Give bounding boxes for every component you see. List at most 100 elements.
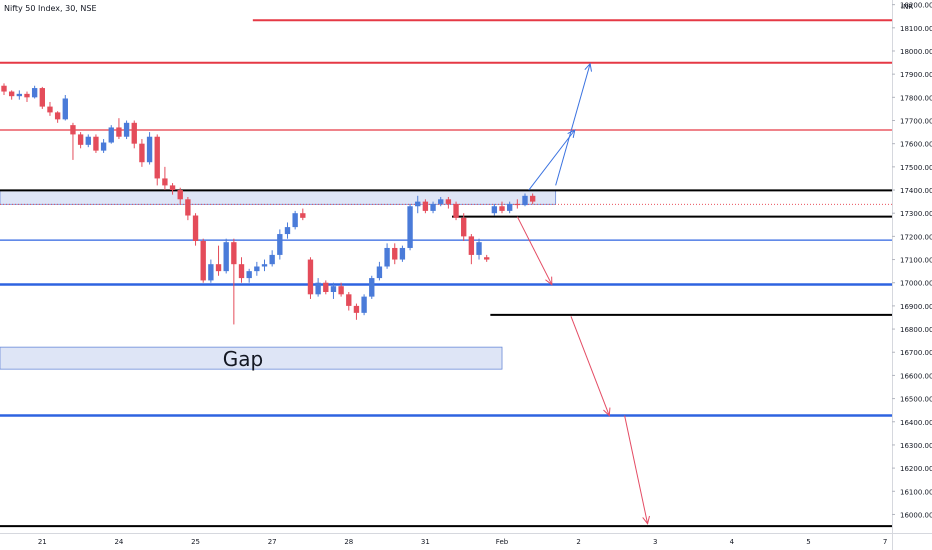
candles-layer bbox=[1, 83, 536, 325]
time-tick-label: 25 bbox=[191, 538, 200, 546]
candle-body[interactable] bbox=[39, 88, 45, 107]
candle-body[interactable] bbox=[300, 213, 306, 218]
candle-body[interactable] bbox=[223, 242, 229, 272]
candle-body[interactable] bbox=[16, 93, 23, 97]
candle-body[interactable] bbox=[116, 127, 122, 137]
price-tick-label: 18200.00 bbox=[900, 2, 932, 10]
candle-body[interactable] bbox=[484, 257, 490, 260]
candle-body[interactable] bbox=[1, 85, 7, 92]
time-tick-label: 28 bbox=[344, 538, 353, 546]
candle-body[interactable] bbox=[200, 241, 206, 281]
candle-body[interactable] bbox=[468, 236, 475, 255]
projection-arrow[interactable] bbox=[555, 63, 591, 186]
price-tick-label: 16900.00 bbox=[900, 303, 932, 311]
candle-body[interactable] bbox=[169, 185, 176, 191]
arrow-head-icon bbox=[545, 276, 553, 286]
candle-body[interactable] bbox=[522, 195, 528, 206]
candle-body[interactable] bbox=[192, 215, 199, 242]
candle-body[interactable] bbox=[284, 227, 291, 235]
candle-body[interactable] bbox=[215, 264, 222, 272]
candle-body[interactable] bbox=[461, 217, 467, 237]
gap-label: Gap bbox=[223, 347, 263, 371]
candle-body[interactable] bbox=[261, 264, 268, 267]
gap-zone[interactable] bbox=[0, 346, 503, 370]
arrows-layer bbox=[516, 62, 650, 525]
candle-body[interactable] bbox=[177, 190, 183, 200]
candle-body[interactable] bbox=[338, 286, 344, 295]
candle-body[interactable] bbox=[269, 254, 275, 265]
candle-body[interactable] bbox=[399, 247, 406, 260]
resistance-zone[interactable] bbox=[0, 189, 557, 205]
candle-body[interactable] bbox=[100, 142, 107, 151]
price-tick-label: 17600.00 bbox=[900, 141, 932, 149]
candle-body[interactable] bbox=[131, 122, 137, 144]
candle-body[interactable] bbox=[506, 203, 513, 211]
candle-body[interactable] bbox=[392, 247, 398, 260]
price-tick-label: 16300.00 bbox=[900, 442, 932, 450]
candle-body[interactable] bbox=[254, 266, 260, 272]
arrow-head-icon bbox=[642, 515, 650, 525]
candle-body[interactable] bbox=[54, 112, 61, 120]
candle-body[interactable] bbox=[422, 201, 429, 211]
price-tick-label: 16200.00 bbox=[900, 465, 932, 473]
projection-arrow[interactable] bbox=[570, 316, 610, 416]
candle-body[interactable] bbox=[208, 264, 214, 281]
candle-body[interactable] bbox=[8, 91, 15, 97]
candle-body[interactable] bbox=[453, 203, 459, 218]
candle-body[interactable] bbox=[238, 264, 245, 279]
candle-body[interactable] bbox=[123, 122, 130, 137]
candle-body[interactable] bbox=[31, 88, 38, 98]
candle-body[interactable] bbox=[407, 206, 413, 248]
candle-body[interactable] bbox=[438, 199, 444, 204]
candle-body[interactable] bbox=[384, 247, 390, 267]
candle-body[interactable] bbox=[369, 278, 375, 297]
candle-body[interactable] bbox=[146, 136, 153, 163]
candle-body[interactable] bbox=[430, 203, 436, 211]
candle-body[interactable] bbox=[162, 178, 168, 186]
candle-body[interactable] bbox=[139, 143, 145, 163]
time-tick-label: 27 bbox=[268, 538, 277, 546]
candle-body[interactable] bbox=[85, 136, 91, 145]
price-tick-label: 17900.00 bbox=[900, 71, 932, 79]
price-tick-label: 18000.00 bbox=[900, 48, 932, 56]
arrow-head-icon bbox=[584, 62, 592, 72]
candle-body[interactable] bbox=[529, 195, 536, 202]
candle-body[interactable] bbox=[154, 136, 160, 179]
price-tick-label: 16800.00 bbox=[900, 326, 932, 334]
candle-body[interactable] bbox=[246, 271, 252, 279]
candle-body[interactable] bbox=[93, 136, 99, 151]
candle-body[interactable] bbox=[70, 125, 76, 135]
candle-body[interactable] bbox=[315, 282, 321, 295]
candle-body[interactable] bbox=[415, 201, 421, 207]
time-tick-label: 3 bbox=[653, 538, 657, 546]
candle-body[interactable] bbox=[77, 134, 84, 145]
candle-body[interactable] bbox=[62, 98, 68, 120]
candle-body[interactable] bbox=[445, 199, 452, 204]
candle-body[interactable] bbox=[330, 286, 337, 292]
symbol-header[interactable]: Nifty 50 Index, 30, NSE bbox=[4, 4, 97, 13]
candle-body[interactable] bbox=[277, 234, 283, 255]
candle-body[interactable] bbox=[491, 206, 498, 214]
candle-body[interactable] bbox=[307, 259, 314, 295]
time-tick-label: 24 bbox=[114, 538, 123, 546]
arrow-head-icon bbox=[603, 407, 611, 417]
candle-body[interactable] bbox=[476, 242, 482, 255]
candle-body[interactable] bbox=[292, 213, 298, 228]
projection-arrow[interactable] bbox=[516, 216, 553, 285]
candle-body[interactable] bbox=[323, 282, 329, 292]
candle-body[interactable] bbox=[499, 206, 505, 211]
candle-body[interactable] bbox=[108, 127, 114, 143]
candle-body[interactable] bbox=[514, 203, 521, 206]
candle-body[interactable] bbox=[24, 93, 30, 98]
candle-body[interactable] bbox=[361, 296, 367, 313]
candle-body[interactable] bbox=[47, 106, 53, 113]
projection-arrow[interactable] bbox=[624, 415, 649, 524]
candle-body[interactable] bbox=[376, 266, 383, 279]
candle-body[interactable] bbox=[346, 294, 352, 306]
candle-body[interactable] bbox=[353, 305, 360, 313]
candle-body[interactable] bbox=[185, 199, 191, 216]
price-axis[interactable] bbox=[892, 0, 932, 550]
projection-arrow[interactable] bbox=[528, 129, 576, 191]
candle-body[interactable] bbox=[231, 242, 237, 265]
